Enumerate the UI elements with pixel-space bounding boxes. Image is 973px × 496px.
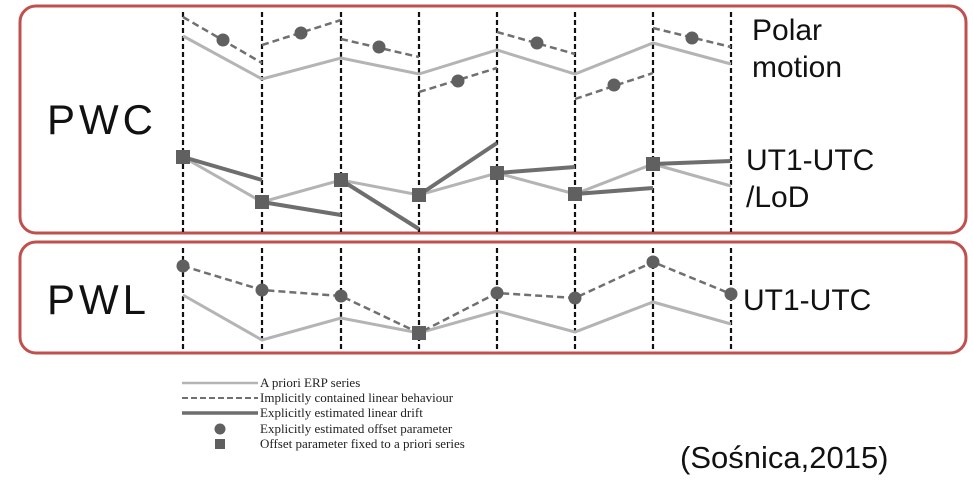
- polar-motion-label-line1: Polar: [752, 14, 823, 47]
- pwl-panel-frame: [18, 240, 968, 355]
- pwc-panel-frame: [18, 4, 968, 235]
- legend-item-implicit: Implicitly contained linear behaviour: [180, 390, 465, 405]
- fixed-offset-marker: [255, 195, 269, 209]
- citation: (Sośnica,2015): [680, 440, 889, 475]
- fixed-offset-marker: [412, 188, 426, 202]
- ut1-lod-label-line1: UT1-UTC: [746, 144, 875, 177]
- fixed-offset-marker: [334, 173, 348, 187]
- circle-marker-icon: [180, 421, 260, 436]
- ut1-lod-label: UT1-UTC /LoD: [746, 142, 874, 216]
- offset-marker: [255, 283, 269, 297]
- pwl-apriori-line: [182, 293, 732, 342]
- offset-marker: [451, 74, 465, 88]
- offset-marker: [607, 78, 621, 92]
- offset-marker: [372, 40, 386, 54]
- offset-marker: [216, 33, 230, 47]
- offset-marker: [685, 31, 699, 45]
- pwl-implicit-linear: [182, 260, 732, 335]
- offset-marker: [176, 259, 190, 273]
- legend-item-drift: Explicitly estimated linear drift: [180, 405, 465, 421]
- fixed-offset-marker: [412, 326, 426, 340]
- offset-marker: [294, 26, 308, 40]
- polar-motion-label: Polar motion: [752, 12, 842, 86]
- ut1-lod-fixed-markers: [176, 150, 660, 209]
- pwc-label: PWC: [47, 96, 157, 143]
- fixed-offset-marker: [568, 187, 582, 201]
- fixed-offset-marker: [490, 166, 504, 180]
- legend-item-apriori: A priori ERP series: [180, 375, 465, 390]
- pwl-label: PWL: [47, 276, 151, 323]
- dashed-line-icon: [180, 391, 260, 406]
- pwl-offset-markers: [176, 255, 738, 305]
- legend-label: Implicitly contained linear behaviour: [260, 390, 454, 406]
- offset-marker: [568, 291, 582, 305]
- legend-label: Explicitly estimated linear drift: [260, 405, 423, 421]
- offset-marker: [490, 286, 504, 300]
- polar-offset-markers: [216, 26, 699, 92]
- offset-marker: [530, 36, 544, 50]
- ut1-lod-apriori-line: [182, 155, 732, 204]
- offset-marker: [724, 287, 738, 301]
- legend-label: A priori ERP series: [260, 374, 361, 390]
- ut1-lod-drift-lines: [182, 141, 732, 231]
- offset-marker: [646, 255, 660, 269]
- solid-light-line-icon: [180, 375, 260, 390]
- fixed-offset-marker: [646, 157, 660, 171]
- ut1-lod-label-line2: /LoD: [746, 181, 810, 214]
- polar-motion-label-line2: motion: [752, 51, 843, 84]
- square-marker-icon: [180, 437, 260, 452]
- legend-label: Explicitly estimated offset parameter: [260, 420, 453, 436]
- polar-apriori-line: [182, 34, 732, 81]
- legend-item-offset: Explicitly estimated offset parameter: [180, 421, 465, 436]
- offset-marker: [334, 289, 348, 303]
- legend-item-fixed: Offset parameter fixed to a priori serie…: [180, 436, 465, 452]
- legend-label: Offset parameter fixed to a priori serie…: [260, 436, 465, 452]
- fixed-offset-marker: [176, 150, 190, 164]
- legend: A priori ERP series Implicitly contained…: [180, 375, 465, 452]
- solid-dark-line-icon: [180, 406, 260, 421]
- ut1-pwl-label: UT1-UTC: [743, 284, 872, 317]
